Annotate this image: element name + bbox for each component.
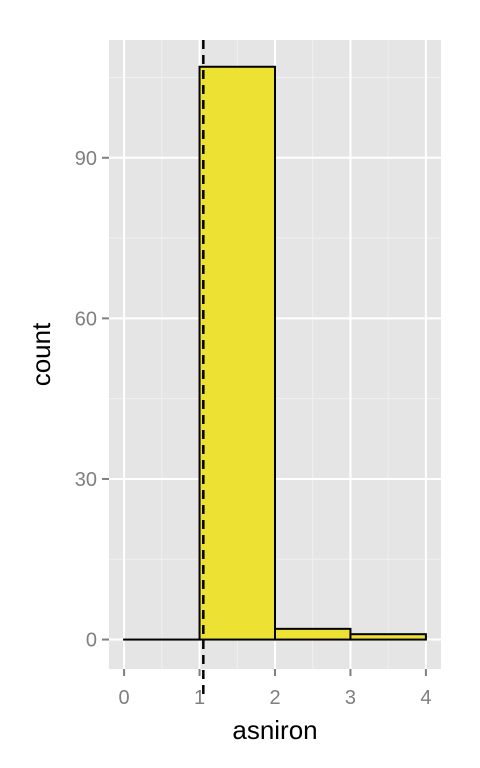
- y-tick-label: 30: [75, 469, 97, 491]
- x-axis-title: asniron: [232, 715, 317, 745]
- y-axis-title: count: [26, 322, 56, 386]
- y-tick-label: 60: [75, 308, 97, 330]
- histogram-bar: [275, 629, 350, 640]
- x-tick-label: 4: [420, 687, 431, 709]
- y-tick-label: 0: [86, 630, 97, 652]
- x-tick-label: 0: [119, 687, 130, 709]
- x-tick-label: 3: [345, 687, 356, 709]
- histogram-bar: [200, 67, 275, 640]
- x-tick-label: 1: [194, 687, 205, 709]
- y-tick-label: 90: [75, 148, 97, 170]
- histogram-bar: [350, 634, 425, 639]
- x-tick-label: 2: [269, 687, 280, 709]
